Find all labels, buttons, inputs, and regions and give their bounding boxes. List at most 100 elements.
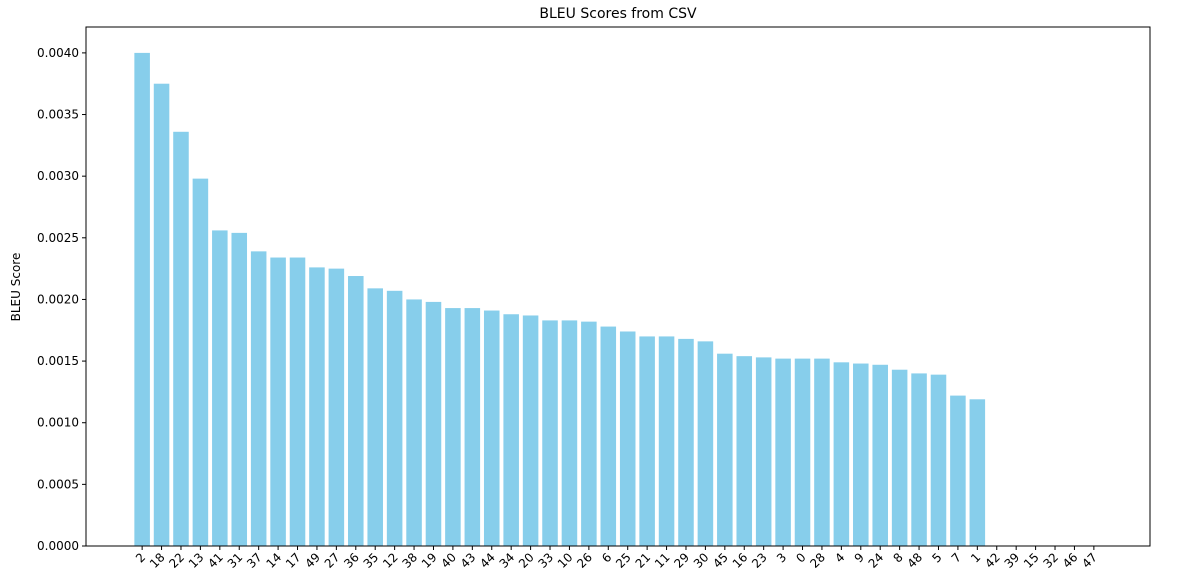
- bar: [309, 267, 325, 546]
- x-tick-label: 9: [852, 550, 867, 565]
- x-tick-label: 2: [133, 550, 148, 565]
- x-tick-label: 22: [166, 550, 187, 571]
- bar: [328, 268, 345, 546]
- bar: [930, 374, 947, 546]
- x-tick-label: 18: [147, 550, 168, 571]
- bar: [386, 290, 403, 546]
- bar: [717, 353, 733, 546]
- bar: [270, 257, 286, 546]
- x-tick-label: 21: [633, 550, 654, 571]
- bar: [658, 336, 675, 546]
- bar: [503, 314, 519, 546]
- bar: [736, 356, 753, 546]
- x-tick-label: 26: [574, 550, 595, 571]
- bar: [891, 369, 908, 546]
- x-tick-label: 47: [1079, 550, 1100, 571]
- y-tick-label: 0.0035: [37, 108, 79, 122]
- x-tick-label: 27: [322, 550, 343, 571]
- bar: [794, 358, 811, 546]
- bar: [289, 257, 306, 546]
- x-tick-label: 42: [982, 550, 1003, 571]
- bar: [950, 395, 966, 546]
- bar: [581, 321, 597, 546]
- bar: [231, 232, 248, 546]
- bar: [911, 373, 927, 546]
- x-tick-label: 19: [419, 550, 440, 571]
- x-tick-label: 3: [774, 550, 789, 565]
- bar: [134, 52, 150, 546]
- bar: [192, 178, 209, 546]
- x-tick-label: 49: [302, 550, 323, 571]
- x-tick-label: 45: [710, 550, 731, 571]
- bar: [212, 230, 228, 546]
- x-tick-label: 29: [671, 550, 692, 571]
- x-tick-label: 8: [890, 550, 905, 565]
- bar: [619, 331, 636, 546]
- bar: [348, 276, 364, 546]
- bar: [406, 299, 422, 546]
- chart-title: BLEU Scores from CSV: [539, 6, 697, 22]
- bar: [542, 320, 558, 546]
- x-tick-label: 6: [599, 550, 614, 565]
- x-tick-label: 14: [264, 550, 285, 571]
- bar: [678, 338, 694, 546]
- x-tick-label: 39: [1002, 550, 1023, 571]
- x-tick-label: 33: [535, 550, 556, 571]
- x-tick-label: 34: [497, 550, 518, 571]
- bar: [833, 362, 850, 546]
- x-tick-label: 15: [1021, 550, 1042, 571]
- bar: [755, 357, 772, 546]
- x-tick-label: 13: [186, 550, 207, 571]
- y-tick-label: 0.0015: [37, 354, 79, 368]
- x-tick-label: 7: [949, 550, 964, 565]
- x-tick-label: 25: [613, 550, 634, 571]
- x-tick-label: 4: [832, 550, 847, 565]
- bar: [561, 320, 578, 546]
- bar: [697, 341, 714, 546]
- x-tick-label: 44: [477, 550, 498, 571]
- bar: [445, 308, 461, 546]
- bar: [639, 336, 655, 546]
- x-tick-label: 38: [399, 550, 420, 571]
- x-tick-label: 16: [730, 550, 751, 571]
- x-tick-label: 5: [929, 550, 944, 565]
- bar: [153, 83, 170, 547]
- axes-frame: [85, 26, 1151, 547]
- x-tick-label: 20: [516, 550, 537, 571]
- x-tick-label: 41: [205, 550, 226, 571]
- bar: [250, 251, 267, 547]
- x-tick-label: 37: [244, 550, 265, 571]
- bar: [464, 308, 481, 546]
- x-tick-label: 17: [283, 550, 304, 571]
- x-tick-label: 1: [968, 550, 983, 565]
- x-tick-label: 36: [341, 550, 362, 571]
- bar: [600, 326, 617, 546]
- y-tick-label: 0.0040: [37, 46, 79, 60]
- x-tick-label: 23: [749, 550, 770, 571]
- x-tick-label: 10: [555, 550, 576, 571]
- x-tick-label: 28: [807, 550, 828, 571]
- x-tick-label: 12: [380, 550, 401, 571]
- y-axis-label: BLEU Score: [9, 253, 23, 322]
- bar: [173, 131, 189, 546]
- x-tick-label: 35: [361, 550, 382, 571]
- bar: [483, 310, 500, 546]
- y-tick-label: 0.0020: [37, 292, 79, 306]
- y-tick-label: 0.0010: [37, 416, 79, 430]
- bar: [814, 358, 830, 546]
- y-tick-label: 0.0030: [37, 169, 79, 183]
- x-tick-label: 0: [793, 550, 808, 565]
- bar: [872, 364, 888, 546]
- x-tick-label: 24: [866, 550, 887, 571]
- x-tick-label: 31: [225, 550, 246, 571]
- y-tick-label: 0.0025: [37, 231, 79, 245]
- x-tick-label: 40: [438, 550, 459, 571]
- bar: [853, 363, 869, 546]
- bar: [969, 399, 986, 546]
- x-tick-label: 48: [904, 550, 925, 571]
- x-tick-label: 11: [652, 550, 673, 571]
- bar: [367, 288, 383, 546]
- y-tick-label: 0.0005: [37, 477, 79, 491]
- x-tick-label: 30: [691, 550, 712, 571]
